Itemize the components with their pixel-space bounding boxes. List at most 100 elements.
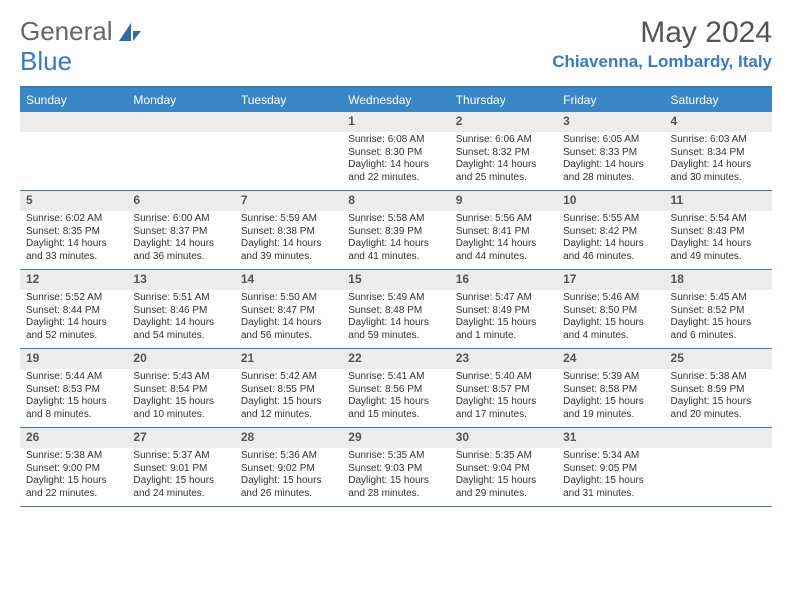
day-number [665, 428, 772, 448]
day-cell [235, 112, 342, 190]
day-cell: 19Sunrise: 5:44 AMSunset: 8:53 PMDayligh… [20, 349, 127, 427]
day-number: 1 [342, 112, 449, 132]
day-cell: 6Sunrise: 6:00 AMSunset: 8:37 PMDaylight… [127, 191, 234, 269]
day-number: 30 [450, 428, 557, 448]
day-number: 14 [235, 270, 342, 290]
day-details: Sunrise: 5:44 AMSunset: 8:53 PMDaylight:… [20, 369, 127, 427]
day-cell: 25Sunrise: 5:38 AMSunset: 8:59 PMDayligh… [665, 349, 772, 427]
day-number: 4 [665, 112, 772, 132]
day-details: Sunrise: 5:54 AMSunset: 8:43 PMDaylight:… [665, 211, 772, 269]
brand-part2: Blue [20, 46, 72, 77]
day-number: 2 [450, 112, 557, 132]
day-details: Sunrise: 5:41 AMSunset: 8:56 PMDaylight:… [342, 369, 449, 427]
day-cell: 9Sunrise: 5:56 AMSunset: 8:41 PMDaylight… [450, 191, 557, 269]
day-number: 15 [342, 270, 449, 290]
day-cell: 11Sunrise: 5:54 AMSunset: 8:43 PMDayligh… [665, 191, 772, 269]
day-details: Sunrise: 5:49 AMSunset: 8:48 PMDaylight:… [342, 290, 449, 348]
day-cell: 10Sunrise: 5:55 AMSunset: 8:42 PMDayligh… [557, 191, 664, 269]
day-details: Sunrise: 5:40 AMSunset: 8:57 PMDaylight:… [450, 369, 557, 427]
day-cell: 15Sunrise: 5:49 AMSunset: 8:48 PMDayligh… [342, 270, 449, 348]
day-cell: 18Sunrise: 5:45 AMSunset: 8:52 PMDayligh… [665, 270, 772, 348]
day-cell: 31Sunrise: 5:34 AMSunset: 9:05 PMDayligh… [557, 428, 664, 506]
day-number: 6 [127, 191, 234, 211]
day-cell: 26Sunrise: 5:38 AMSunset: 9:00 PMDayligh… [20, 428, 127, 506]
day-cell: 5Sunrise: 6:02 AMSunset: 8:35 PMDaylight… [20, 191, 127, 269]
day-cell: 16Sunrise: 5:47 AMSunset: 8:49 PMDayligh… [450, 270, 557, 348]
weekday-header: Sunday [20, 88, 127, 112]
day-details: Sunrise: 5:35 AMSunset: 9:03 PMDaylight:… [342, 448, 449, 506]
day-number: 27 [127, 428, 234, 448]
day-number: 23 [450, 349, 557, 369]
title-block: May 2024 Chiavenna, Lombardy, Italy [552, 16, 772, 72]
weekday-header: Monday [127, 88, 234, 112]
day-details: Sunrise: 5:45 AMSunset: 8:52 PMDaylight:… [665, 290, 772, 348]
day-details: Sunrise: 6:08 AMSunset: 8:30 PMDaylight:… [342, 132, 449, 190]
day-details: Sunrise: 5:47 AMSunset: 8:49 PMDaylight:… [450, 290, 557, 348]
day-details: Sunrise: 5:50 AMSunset: 8:47 PMDaylight:… [235, 290, 342, 348]
day-number: 8 [342, 191, 449, 211]
weeks-container: 1Sunrise: 6:08 AMSunset: 8:30 PMDaylight… [20, 112, 772, 507]
day-number: 31 [557, 428, 664, 448]
week-row: 26Sunrise: 5:38 AMSunset: 9:00 PMDayligh… [20, 428, 772, 507]
day-details: Sunrise: 5:35 AMSunset: 9:04 PMDaylight:… [450, 448, 557, 506]
day-cell: 20Sunrise: 5:43 AMSunset: 8:54 PMDayligh… [127, 349, 234, 427]
week-row: 12Sunrise: 5:52 AMSunset: 8:44 PMDayligh… [20, 270, 772, 349]
day-cell: 13Sunrise: 5:51 AMSunset: 8:46 PMDayligh… [127, 270, 234, 348]
day-number: 10 [557, 191, 664, 211]
day-cell: 1Sunrise: 6:08 AMSunset: 8:30 PMDaylight… [342, 112, 449, 190]
day-number: 18 [665, 270, 772, 290]
day-details: Sunrise: 5:56 AMSunset: 8:41 PMDaylight:… [450, 211, 557, 269]
day-number: 13 [127, 270, 234, 290]
day-number: 24 [557, 349, 664, 369]
day-cell: 2Sunrise: 6:06 AMSunset: 8:32 PMDaylight… [450, 112, 557, 190]
day-number: 12 [20, 270, 127, 290]
day-details: Sunrise: 5:42 AMSunset: 8:55 PMDaylight:… [235, 369, 342, 427]
calendar-page: General May 2024 Chiavenna, Lombardy, It… [0, 0, 792, 612]
day-details: Sunrise: 5:38 AMSunset: 9:00 PMDaylight:… [20, 448, 127, 506]
day-number: 20 [127, 349, 234, 369]
day-cell: 12Sunrise: 5:52 AMSunset: 8:44 PMDayligh… [20, 270, 127, 348]
day-details [127, 132, 234, 190]
day-cell: 4Sunrise: 6:03 AMSunset: 8:34 PMDaylight… [665, 112, 772, 190]
day-cell: 29Sunrise: 5:35 AMSunset: 9:03 PMDayligh… [342, 428, 449, 506]
day-details: Sunrise: 6:06 AMSunset: 8:32 PMDaylight:… [450, 132, 557, 190]
day-number [127, 112, 234, 132]
day-number [20, 112, 127, 132]
day-cell: 27Sunrise: 5:37 AMSunset: 9:01 PMDayligh… [127, 428, 234, 506]
location-label: Chiavenna, Lombardy, Italy [552, 52, 772, 72]
day-number: 7 [235, 191, 342, 211]
weekday-header: Saturday [665, 88, 772, 112]
day-cell: 28Sunrise: 5:36 AMSunset: 9:02 PMDayligh… [235, 428, 342, 506]
day-details [20, 132, 127, 190]
day-number: 17 [557, 270, 664, 290]
brand-logo: General [20, 16, 143, 47]
day-details: Sunrise: 5:34 AMSunset: 9:05 PMDaylight:… [557, 448, 664, 506]
day-number: 21 [235, 349, 342, 369]
day-cell: 30Sunrise: 5:35 AMSunset: 9:04 PMDayligh… [450, 428, 557, 506]
day-number: 3 [557, 112, 664, 132]
day-cell: 22Sunrise: 5:41 AMSunset: 8:56 PMDayligh… [342, 349, 449, 427]
day-details [235, 132, 342, 190]
sail-icon [117, 21, 143, 43]
weekday-header: Thursday [450, 88, 557, 112]
weekday-header: Tuesday [235, 88, 342, 112]
day-number: 19 [20, 349, 127, 369]
day-cell: 14Sunrise: 5:50 AMSunset: 8:47 PMDayligh… [235, 270, 342, 348]
day-details: Sunrise: 6:03 AMSunset: 8:34 PMDaylight:… [665, 132, 772, 190]
day-details: Sunrise: 6:00 AMSunset: 8:37 PMDaylight:… [127, 211, 234, 269]
day-number: 29 [342, 428, 449, 448]
day-details: Sunrise: 5:59 AMSunset: 8:38 PMDaylight:… [235, 211, 342, 269]
weekday-header: Wednesday [342, 88, 449, 112]
day-cell: 7Sunrise: 5:59 AMSunset: 8:38 PMDaylight… [235, 191, 342, 269]
day-details: Sunrise: 5:38 AMSunset: 8:59 PMDaylight:… [665, 369, 772, 427]
day-cell: 17Sunrise: 5:46 AMSunset: 8:50 PMDayligh… [557, 270, 664, 348]
day-details: Sunrise: 5:36 AMSunset: 9:02 PMDaylight:… [235, 448, 342, 506]
weekday-header: Friday [557, 88, 664, 112]
day-details: Sunrise: 6:02 AMSunset: 8:35 PMDaylight:… [20, 211, 127, 269]
day-details: Sunrise: 5:55 AMSunset: 8:42 PMDaylight:… [557, 211, 664, 269]
day-details: Sunrise: 5:37 AMSunset: 9:01 PMDaylight:… [127, 448, 234, 506]
day-number: 5 [20, 191, 127, 211]
week-row: 5Sunrise: 6:02 AMSunset: 8:35 PMDaylight… [20, 191, 772, 270]
day-number: 9 [450, 191, 557, 211]
day-cell: 3Sunrise: 6:05 AMSunset: 8:33 PMDaylight… [557, 112, 664, 190]
